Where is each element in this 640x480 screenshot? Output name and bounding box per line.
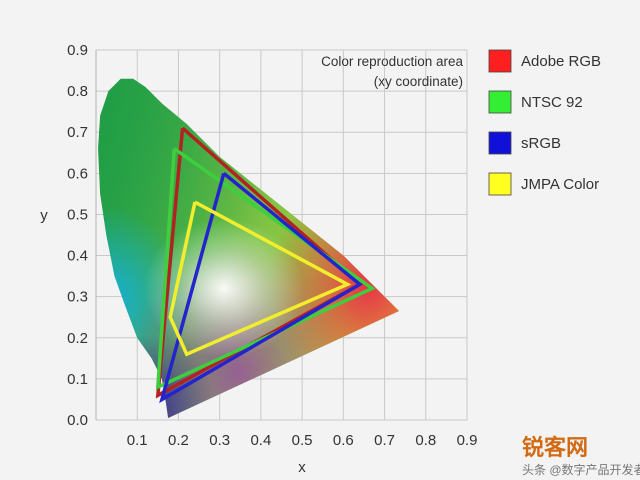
legend-swatch-3: [488, 172, 512, 196]
y-tick-label-0: 0.0: [67, 412, 88, 429]
x-tick-label-2: 0.3: [209, 432, 230, 449]
watermark: 锐客网 头条 @数字产品开发者: [522, 435, 640, 477]
spectral-locus: [98, 78, 399, 418]
gamut-line-3: [168, 200, 352, 357]
gamut-triangles: [155, 126, 376, 404]
locus-color-overlays: [98, 78, 399, 418]
legend-label-1: NTSC 92: [521, 94, 583, 111]
legend-label-3: JMPA Color: [521, 176, 599, 193]
y-tick-label-2: 0.2: [67, 330, 88, 347]
y-tick-label-1: 0.1: [67, 371, 88, 388]
y-tick-label-7: 0.7: [67, 124, 88, 141]
legend-label-2: sRGB: [521, 135, 561, 152]
x-tick-label-0: 0.1: [127, 432, 148, 449]
y-tick-label-3: 0.3: [67, 289, 88, 306]
watermark-sub-text: 头条 @数字产品开发者: [522, 462, 640, 477]
x-tick-label-8: 0.9: [457, 432, 478, 449]
x-axis-label: x: [298, 459, 306, 476]
watermark-main-text: 锐客网: [522, 435, 588, 460]
legend-swatch-2: [488, 131, 512, 155]
y-tick-label-4: 0.4: [67, 248, 88, 265]
y-axis-label: y: [40, 207, 48, 224]
y-tick-label-5: 0.5: [67, 206, 88, 223]
x-tick-label-5: 0.6: [333, 432, 354, 449]
x-tick-label-1: 0.2: [168, 432, 189, 449]
x-tick-label-6: 0.7: [374, 432, 395, 449]
x-tick-label-7: 0.8: [415, 432, 436, 449]
legend-swatch-1: [488, 90, 512, 114]
annotation-line-1: Color reproduction area: [321, 54, 463, 69]
legend-label-0: Adobe RGB: [521, 53, 601, 70]
legend-swatch-0: [488, 49, 512, 73]
x-tick-label-3: 0.4: [250, 432, 271, 449]
y-tick-label-9: 0.9: [67, 42, 88, 59]
x-tick-label-4: 0.5: [292, 432, 313, 449]
gamut-line-2: [159, 171, 363, 404]
y-tick-label-6: 0.6: [67, 165, 88, 182]
y-tick-label-8: 0.8: [67, 83, 88, 100]
legend: Adobe RGB NTSC 92 sRGB JMPA Color: [488, 49, 601, 196]
axis-ticks: 0.1 0.2 0.3 0.4 0.5 0.6 0.7 0.8 0.9 0.0 0.1 0.2 0.3 0…: [67, 42, 477, 449]
annotation-line-2: (xy coordinate): [374, 74, 463, 89]
